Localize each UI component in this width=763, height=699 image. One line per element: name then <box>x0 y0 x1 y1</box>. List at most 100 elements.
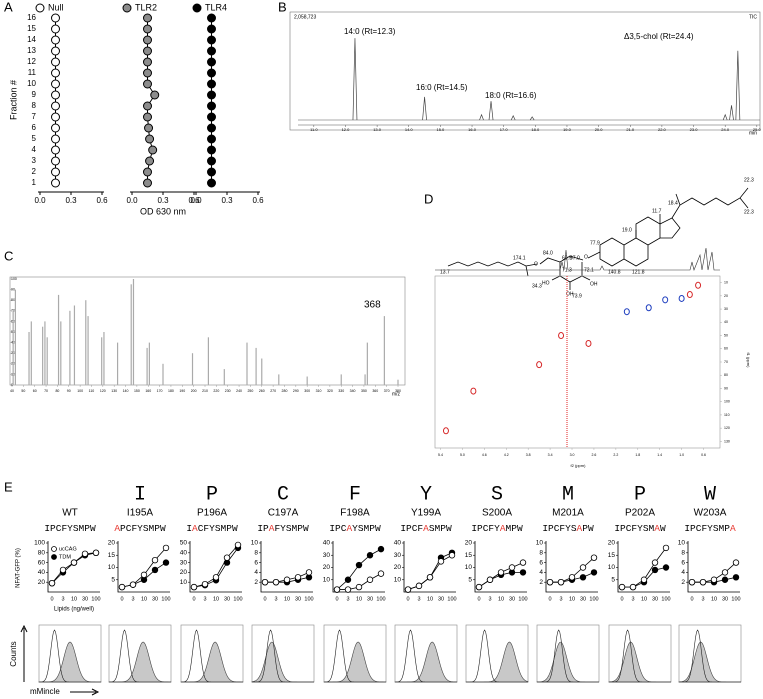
atom-label: 13.7 <box>440 269 450 275</box>
x-tick-label: 80 <box>55 389 59 393</box>
peak-label: 14:0 (Rt=12.3) <box>344 27 396 36</box>
sequence-part: A <box>346 523 352 534</box>
panel-label: D <box>424 191 433 206</box>
data-point <box>51 156 60 166</box>
x-tick-label: 3 <box>488 596 491 602</box>
x-tick-label: 3 <box>559 596 562 602</box>
y-tick-label: 30 <box>180 559 188 566</box>
data-point <box>51 123 60 133</box>
sequence: IACFYSMPW <box>186 523 238 534</box>
x-tick-label: 2.2 <box>613 453 618 457</box>
x-tick-label: 0 <box>50 596 53 602</box>
y-tick-label: 5 <box>468 576 472 583</box>
isotype-histogram <box>251 629 314 683</box>
data-point <box>618 583 626 591</box>
sequence-part: IPCFY <box>471 523 500 534</box>
x-tick-label: 370 <box>384 389 390 393</box>
correlation-peak <box>623 308 630 316</box>
x-tick-label: 15.0 <box>436 127 445 132</box>
data-point <box>207 145 216 155</box>
data-point <box>207 112 216 122</box>
y-tick-label: 70 <box>724 360 728 364</box>
data-point <box>448 552 456 559</box>
y-tick-label: 80 <box>11 298 15 302</box>
x-tick-label: 4.2 <box>504 453 509 457</box>
y-axis-title: Fraction # <box>8 80 18 120</box>
peak <box>529 116 535 121</box>
atom-label: OH <box>590 281 598 287</box>
y-tick-label: 20 <box>108 540 116 547</box>
y-tick-label: 20 <box>465 540 473 547</box>
y-tick-label: 10 <box>108 564 116 571</box>
y-tick-label: 50 <box>724 333 728 337</box>
y-tick-label: 20 <box>394 564 402 571</box>
data-point <box>212 574 220 581</box>
sequence-part: PCFYSMPW <box>120 523 166 534</box>
atom-label: 71.3 <box>562 267 572 273</box>
x-tick-label: 210 <box>202 389 208 393</box>
x-tick-label: 100 <box>589 596 598 602</box>
data-point <box>145 134 155 144</box>
atom-label: O <box>534 261 538 267</box>
data-point <box>140 571 148 579</box>
x-tick-label: 120 <box>100 389 106 393</box>
atom-label: 19.0 <box>622 227 632 233</box>
data-point <box>355 583 363 591</box>
data-point <box>305 569 313 576</box>
data-point <box>207 178 216 188</box>
data-point <box>415 582 423 590</box>
isotype-histogram <box>465 629 528 683</box>
residue-letter: C <box>277 483 289 506</box>
data-point <box>51 35 60 45</box>
legend-marker <box>51 546 57 552</box>
y-tick-label: 13 <box>27 46 36 55</box>
sequence: IPCFYSAPW <box>542 523 594 534</box>
x-tick-label: 0 <box>120 596 123 602</box>
data-point <box>51 101 60 111</box>
data-point <box>261 579 269 586</box>
sequence-part: IPCFYSMP <box>684 523 730 534</box>
atom-label: 174.1 <box>513 255 526 261</box>
data-point <box>162 559 170 566</box>
x-tick-label: 0 <box>335 596 338 602</box>
data-point <box>51 90 60 100</box>
axes <box>189 541 242 593</box>
axes <box>47 541 100 593</box>
data-point <box>207 35 216 45</box>
x-tick-label: 25.0 <box>753 127 762 132</box>
x-tick-label: 100 <box>233 596 242 602</box>
plot-frame <box>434 275 721 449</box>
x-tick-label: 1.8 <box>635 453 640 457</box>
data-point <box>366 576 374 583</box>
data-point <box>651 566 659 574</box>
legend-label: TLR4 <box>205 2 227 12</box>
data-point <box>234 541 242 549</box>
data-point <box>377 570 385 577</box>
peak <box>479 113 484 121</box>
residue-letter: S <box>491 483 503 506</box>
atom-labels: 22.3 22.3 18.4 11.7 19.0 77.9 140.8 121.… <box>440 177 754 299</box>
x-tick-label: 30 <box>295 596 301 602</box>
stained-histogram <box>536 641 599 683</box>
data-point <box>143 46 152 56</box>
data-point <box>497 569 505 576</box>
mutant-name: F198A <box>340 508 370 519</box>
data-point <box>699 579 707 586</box>
x-tick-label: 0 <box>548 596 551 602</box>
x-tick-label: 0.0 <box>190 196 202 205</box>
legend-marker <box>35 3 45 13</box>
series-line <box>336 548 382 590</box>
mutant-name: I195A <box>127 508 153 519</box>
data-point <box>207 46 216 56</box>
y-tick-label: 2 <box>254 579 258 586</box>
y-tick-label: 6 <box>32 123 37 132</box>
data-point <box>426 574 434 581</box>
data-point <box>143 57 152 67</box>
x-axis-title: OD 630 nm <box>140 206 186 216</box>
y-tick-label: 2 <box>32 167 37 176</box>
data-point <box>294 574 302 581</box>
data-point <box>283 576 291 583</box>
data-point <box>404 586 412 593</box>
y-tick-label: 15 <box>27 24 36 33</box>
data-point <box>190 583 198 591</box>
